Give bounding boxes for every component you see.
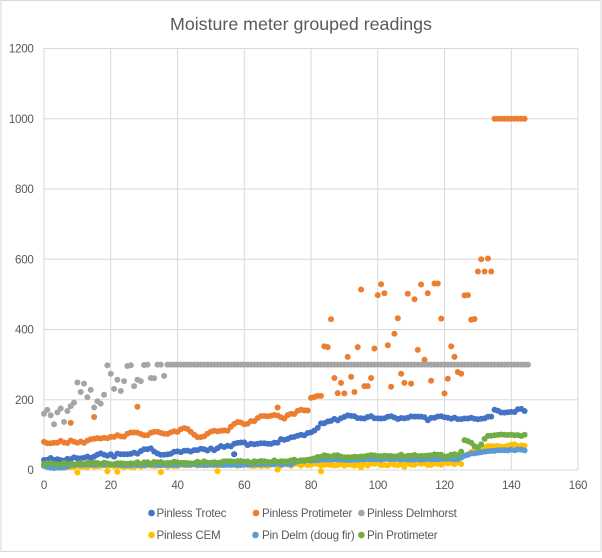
svg-text:1200: 1200: [9, 43, 34, 56]
svg-text:80: 80: [305, 479, 317, 492]
svg-text:600: 600: [15, 253, 33, 266]
svg-text:160: 160: [569, 479, 587, 492]
svg-text:Pinless Trotec: Pinless Trotec: [157, 507, 227, 520]
svg-text:Pin Delm (doug fir): Pin Delm (doug fir): [262, 529, 355, 542]
svg-text:Moisture meter grouped reading: Moisture meter grouped readings: [170, 14, 432, 34]
svg-text:800: 800: [15, 183, 33, 196]
svg-text:1000: 1000: [9, 113, 34, 126]
svg-text:120: 120: [435, 479, 453, 492]
svg-text:0: 0: [27, 464, 33, 477]
svg-text:Pinless Delmhorst: Pinless Delmhorst: [367, 507, 458, 520]
svg-text:200: 200: [15, 394, 33, 407]
svg-text:Pinless Protimeter: Pinless Protimeter: [262, 507, 352, 520]
svg-text:20: 20: [105, 479, 117, 492]
svg-text:40: 40: [171, 479, 183, 492]
svg-text:0: 0: [41, 479, 47, 492]
svg-text:140: 140: [502, 479, 520, 492]
svg-text:400: 400: [15, 324, 33, 337]
svg-text:Pinless CEM: Pinless CEM: [157, 529, 221, 542]
svg-text:Pin Protimeter: Pin Protimeter: [367, 529, 438, 542]
svg-text:60: 60: [238, 479, 250, 492]
svg-text:100: 100: [369, 479, 387, 492]
